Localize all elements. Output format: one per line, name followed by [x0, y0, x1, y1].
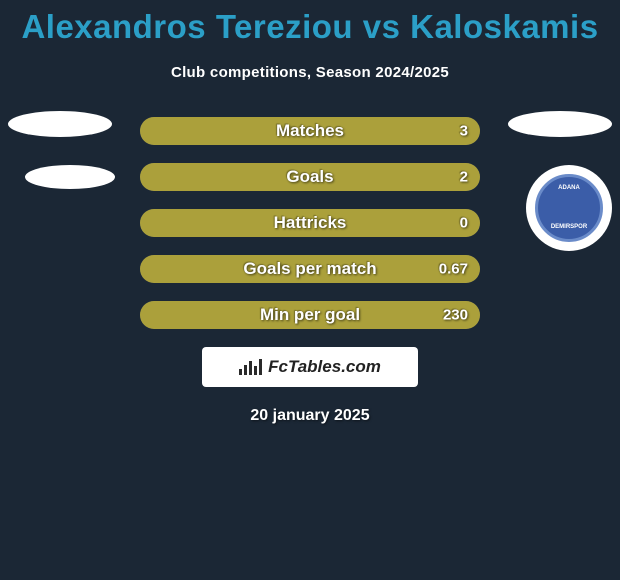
club-badge-inner: ADANA DEMIRSPOR — [535, 174, 603, 242]
bar-row: Matches 3 — [140, 117, 480, 145]
bar-label: Goals per match — [243, 259, 376, 279]
player-photo-placeholder-left-2 — [25, 165, 115, 189]
bar-label: Min per goal — [260, 305, 360, 325]
player-photo-placeholder-left-1 — [8, 111, 112, 137]
bar-row: Hattricks 0 — [140, 209, 480, 237]
bar-row: Goals per match 0.67 — [140, 255, 480, 283]
bar-value: 2 — [460, 169, 468, 186]
bar-value: 3 — [460, 123, 468, 140]
watermark: FcTables.com — [202, 347, 418, 387]
bars-group: Matches 3 Goals 2 Hattricks 0 Goals per match 0… — [140, 117, 480, 329]
bar-label: Matches — [276, 121, 344, 141]
club-badge-text-top: ADANA — [538, 185, 600, 192]
watermark-chart-icon — [239, 359, 262, 375]
bar-value: 230 — [443, 307, 468, 324]
chart-area: ADANA DEMIRSPOR Matches 3 Goals 2 Hattricks 0… — [0, 117, 620, 329]
bar-label: Goals — [286, 167, 333, 187]
watermark-text: FcTables.com — [268, 357, 381, 377]
page-title: Alexandros Tereziou vs Kaloskamis — [0, 8, 620, 46]
date-label: 20 january 2025 — [0, 407, 620, 425]
player-photo-placeholder-right-1 — [508, 111, 612, 137]
bar-row: Goals 2 — [140, 163, 480, 191]
page-subtitle: Club competitions, Season 2024/2025 — [0, 64, 620, 81]
bar-row: Min per goal 230 — [140, 301, 480, 329]
bar-value: 0.67 — [439, 261, 468, 278]
club-badge-text-bottom: DEMIRSPOR — [538, 224, 600, 231]
bar-label: Hattricks — [274, 213, 347, 233]
bar-value: 0 — [460, 215, 468, 232]
infographic-container: Alexandros Tereziou vs Kaloskamis Club c… — [0, 0, 620, 425]
club-badge-right: ADANA DEMIRSPOR — [526, 165, 612, 251]
